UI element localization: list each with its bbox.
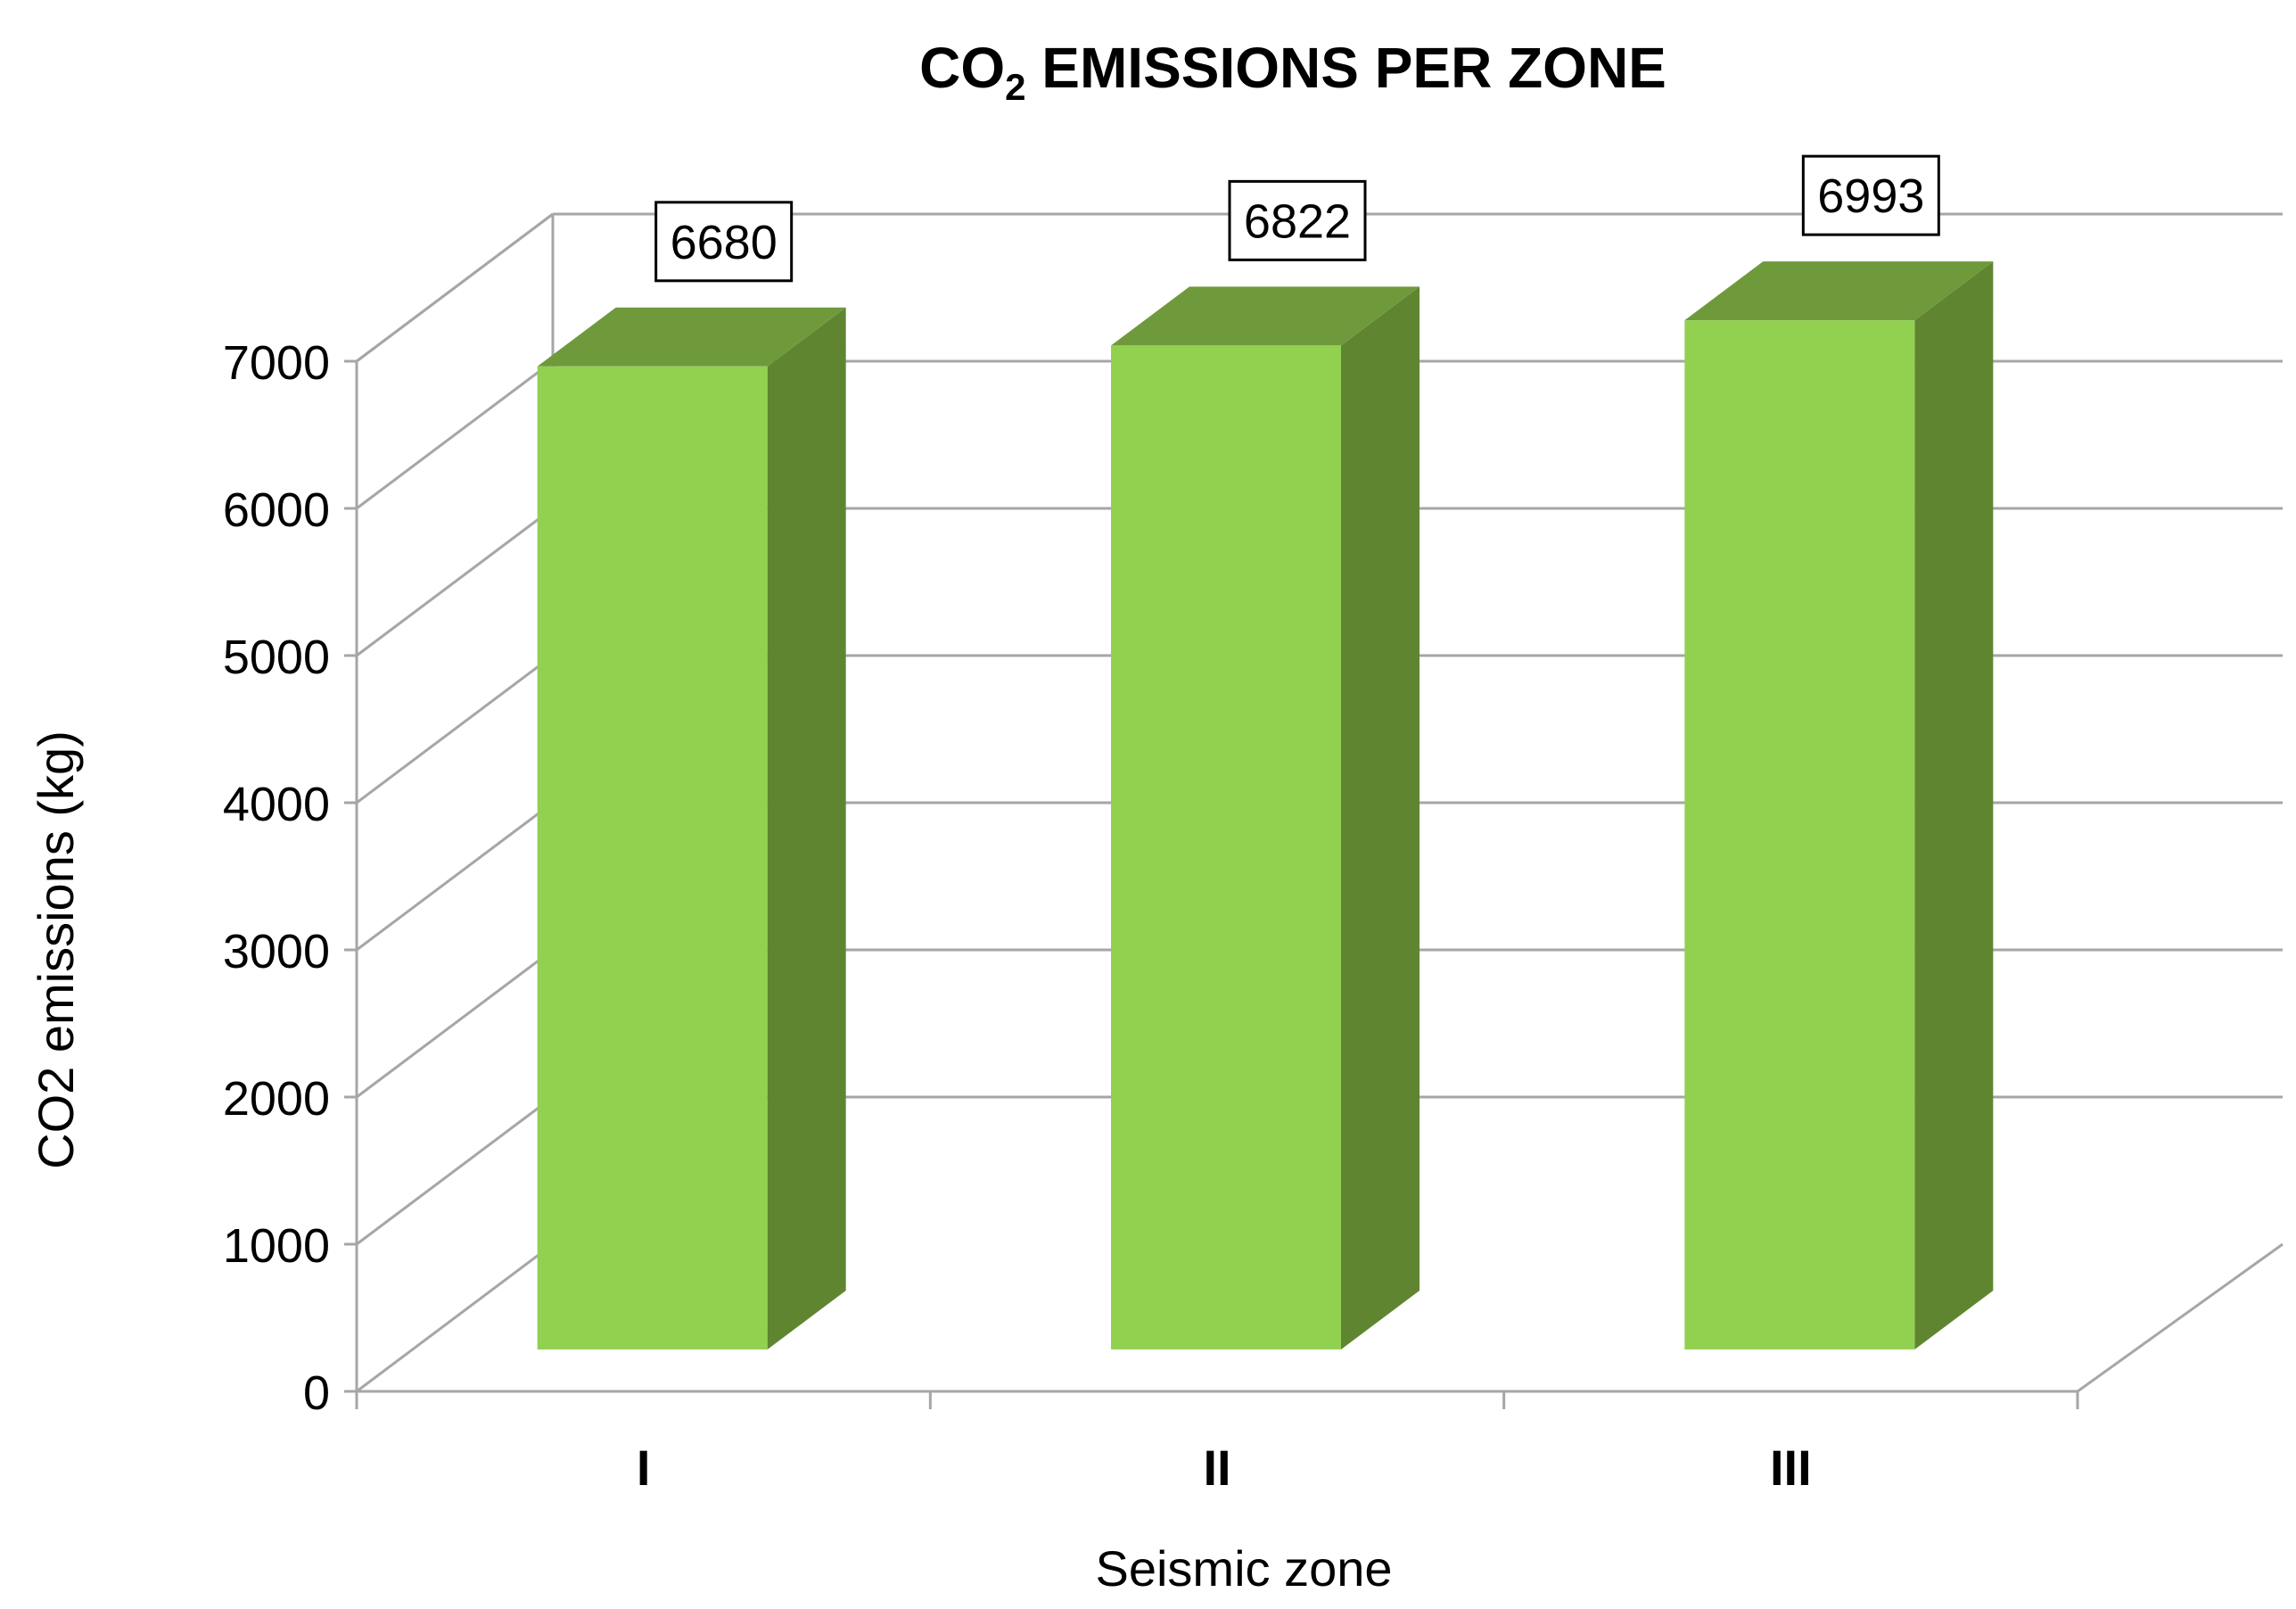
data-label-box [1801,154,1940,236]
gridline-diagonal [356,1095,554,1246]
y-tick-labels: 0 1000 2000 3000 4000 5000 6000 7000 [223,336,330,1420]
y-tick-label: 2000 [223,1072,330,1126]
y-axis-title: CO2 emissions (kg) [28,730,84,1169]
y-tick-label: 6000 [223,483,330,537]
gridline-diagonal [356,507,554,657]
y-tick-label: 3000 [223,925,330,978]
y-tick-label: 1000 [223,1219,330,1273]
y-tick-label: 7000 [223,336,330,390]
bars [537,261,1994,1349]
gridline-diagonal [356,801,554,952]
chart-title-subscript: 2 [1005,66,1025,108]
x-category-label: II [1203,1440,1230,1496]
gridline-diagonal [356,654,554,804]
bar-front-face [537,366,768,1349]
chart-title-rest: EMISSIONS PER ZONE [1026,36,1666,100]
bar [1684,261,1994,1349]
data-label: 6993 [1801,154,1940,236]
y-tick-label: 5000 [223,631,330,684]
x-category-label: I [637,1440,651,1496]
data-label-text: 6822 [1244,194,1351,248]
bar-top-face [1684,261,1994,321]
y-tick-label: 0 [303,1366,330,1420]
x-axis-title: Seismic zone [1095,1540,1392,1597]
gridline-diagonal [356,1242,554,1393]
bar [537,307,846,1349]
bar-side-face [1914,261,1994,1349]
y-tick-label: 4000 [223,778,330,831]
data-labels: 6680 6822 6993 [654,154,1940,283]
bar-top-face [537,307,846,367]
bar-front-face [1111,345,1341,1349]
data-label: 6680 [654,201,794,283]
bar-top-face [1111,286,1420,346]
x-category-label: III [1770,1440,1812,1496]
data-label: 6822 [1228,179,1367,261]
bar-front-face [1684,320,1915,1349]
gridline-diagonal [356,359,554,510]
bar-side-face [1341,286,1420,1349]
bar [1111,286,1420,1349]
gridline-diagonal [356,212,554,363]
gridline-diagonal [356,948,554,1099]
x-category-labels: I II III [637,1440,1812,1496]
chart-title: CO2 EMISSIONS PER ZONE [919,36,1666,108]
data-label-box [654,201,794,283]
data-label-box [1228,179,1367,261]
chart-title-main: CO [919,36,1005,100]
data-label-text: 6993 [1817,169,1924,223]
bar-side-face [767,307,846,1349]
data-label-text: 6680 [671,216,778,269]
